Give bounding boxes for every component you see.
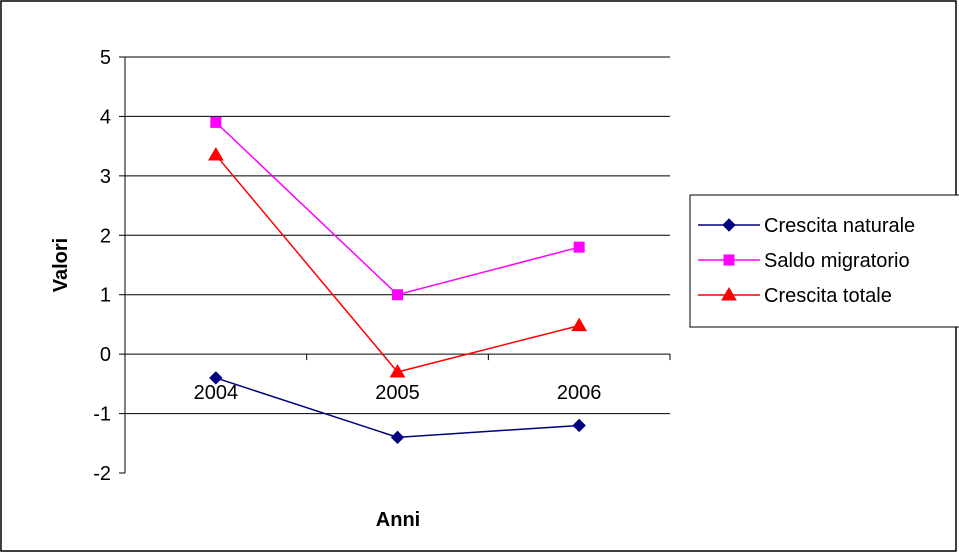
gridlines xyxy=(125,56,670,415)
legend-label: Crescita totale xyxy=(764,285,892,307)
y-tick-label: -2 xyxy=(93,463,111,485)
y-tick-label: -1 xyxy=(93,404,111,426)
y-tick-label: 4 xyxy=(100,106,111,128)
series-0 xyxy=(209,371,586,445)
x-tick-label: 2005 xyxy=(375,382,420,404)
data-point xyxy=(389,363,406,378)
data-point xyxy=(207,147,224,161)
legend-marker xyxy=(721,287,737,301)
legend: Crescita naturale Saldo migratorio Crescit… xyxy=(689,194,959,328)
data-point xyxy=(571,317,588,332)
series-layer xyxy=(207,116,588,445)
data-point xyxy=(210,116,222,128)
legend-entry: Crescita naturale xyxy=(698,215,915,237)
data-point xyxy=(209,371,223,385)
x-tick-labels: 2004 2005 2006 xyxy=(194,382,602,404)
data-point xyxy=(390,430,405,445)
series-1 xyxy=(210,116,585,301)
data-point xyxy=(573,241,585,253)
legend-entry: Saldo migratorio xyxy=(698,250,910,272)
y-tick-label: 1 xyxy=(100,285,111,307)
axes xyxy=(119,56,671,474)
y-axis-title: Valori xyxy=(50,238,72,292)
legend-label: Crescita naturale xyxy=(764,215,915,237)
series-2 xyxy=(207,147,588,378)
legend-marker xyxy=(722,218,736,232)
x-axis-title: Anni xyxy=(376,509,420,531)
data-point xyxy=(392,289,403,301)
y-tick-label: 0 xyxy=(100,344,111,366)
x-tick-label: 2004 xyxy=(194,382,239,404)
legend-label: Saldo migratorio xyxy=(764,250,910,272)
y-tick-label: 5 xyxy=(100,47,111,69)
x-tick-label: 2006 xyxy=(557,382,602,404)
y-tick-labels: -2 -1 0 1 2 3 4 5 xyxy=(93,47,111,485)
legend-marker xyxy=(723,254,735,266)
legend-entry: Crescita totale xyxy=(698,285,892,307)
y-tick-label: 2 xyxy=(100,225,111,247)
data-point xyxy=(572,418,586,433)
legend-box xyxy=(689,194,959,328)
y-tick-label: 3 xyxy=(100,166,111,188)
